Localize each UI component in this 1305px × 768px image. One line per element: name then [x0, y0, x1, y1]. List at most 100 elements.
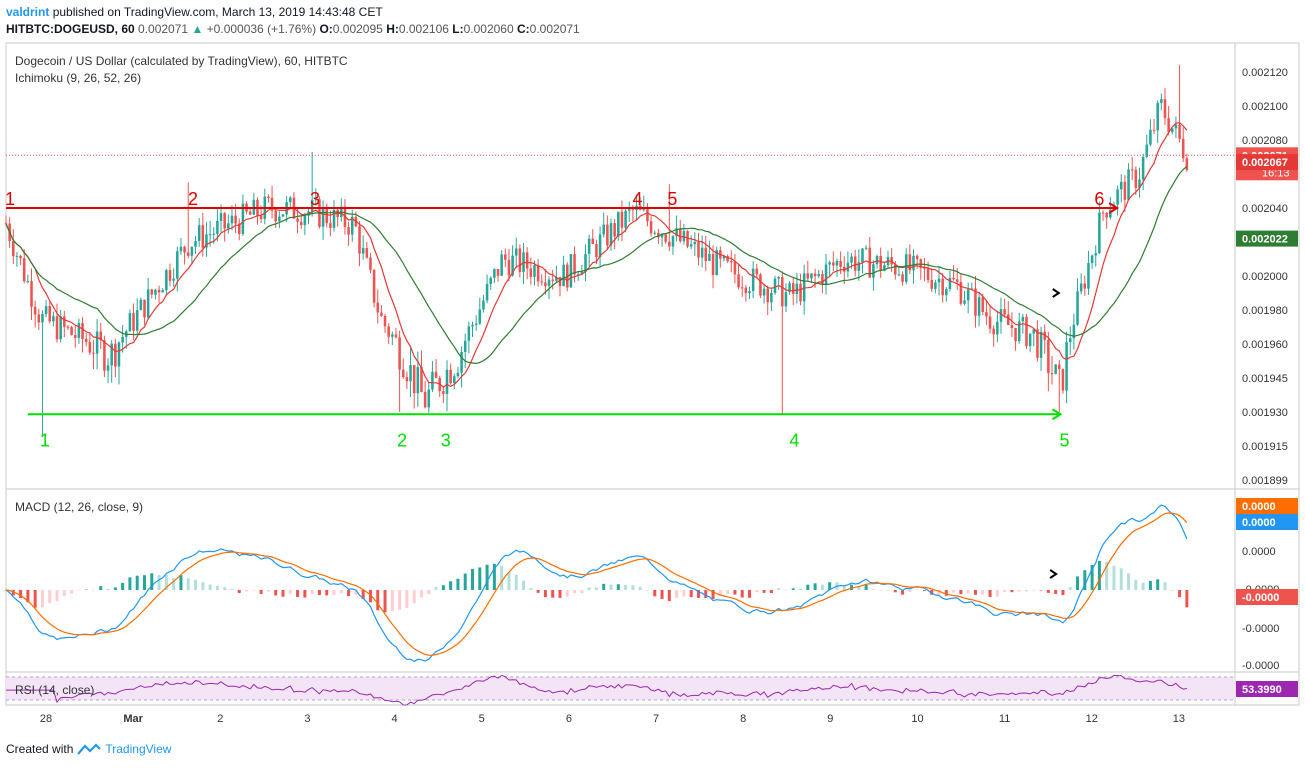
- candle-body: [1116, 189, 1119, 205]
- macd-histogram-bar: [915, 589, 919, 591]
- candle-body: [755, 268, 759, 275]
- candle-body: [511, 255, 514, 276]
- author-link[interactable]: valdrint: [6, 5, 50, 19]
- macd-histogram-bar: [208, 584, 212, 590]
- candle-body: [176, 251, 179, 279]
- support-arrow-icon: [1051, 408, 1063, 421]
- candle-body: [1050, 373, 1054, 375]
- time-tick-label: 10: [911, 713, 923, 725]
- candle-body: [453, 376, 456, 384]
- candle-body: [894, 264, 897, 275]
- base-line-badge: 0.002022: [1242, 234, 1288, 246]
- candle-body: [1079, 283, 1083, 292]
- candle-body: [839, 261, 842, 267]
- candle-body: [150, 289, 154, 295]
- macd-histogram-bar: [40, 590, 44, 608]
- macd-histogram-bar: [354, 590, 358, 595]
- candle-body: [653, 232, 657, 234]
- candle-body: [110, 343, 113, 366]
- macd-histogram-bar: [748, 590, 752, 598]
- low-label: L:: [452, 22, 464, 36]
- candle-body: [412, 365, 416, 394]
- candle-body: [624, 210, 627, 228]
- candle-body: [314, 199, 318, 201]
- macd-histogram-bar: [594, 587, 598, 590]
- macd-histogram-bar: [201, 582, 205, 590]
- macd-histogram-bar: [1156, 579, 1160, 590]
- price-tick-label: 0.001960: [1242, 339, 1288, 351]
- macd-histogram-bar: [463, 573, 467, 590]
- candle-body: [649, 221, 653, 234]
- candle-body: [1127, 169, 1130, 200]
- time-tick-label: 28: [40, 713, 52, 725]
- macd-histogram-bar: [813, 583, 817, 590]
- candle-body: [711, 253, 715, 275]
- candle-body: [908, 254, 912, 271]
- candle-body: [114, 343, 117, 367]
- macd-crossover-arrow-icon: [1049, 569, 1058, 579]
- candle-body: [1109, 209, 1112, 218]
- candle-body: [77, 323, 81, 338]
- macd-histogram-bar: [901, 590, 905, 595]
- macd-histogram-bar: [121, 582, 125, 590]
- macd-histogram-bar: [565, 590, 569, 597]
- rsi-badge-bg: [1236, 681, 1298, 697]
- candle-body: [70, 327, 73, 336]
- candle-body: [471, 324, 474, 327]
- candle-body: [1083, 283, 1087, 289]
- candle-body: [168, 270, 172, 281]
- macd-histogram-bar: [762, 590, 766, 593]
- candle-body: [974, 288, 977, 316]
- macd-histogram-bar: [711, 590, 715, 600]
- macd-histogram-bar: [930, 590, 934, 595]
- candle-body: [121, 336, 124, 343]
- price-tick-label: 0.002120: [1242, 67, 1288, 79]
- close-label: C:: [517, 22, 530, 36]
- macd-histogram-bar: [492, 563, 496, 590]
- candle-body: [1043, 331, 1046, 340]
- macd-histogram-bar: [704, 590, 708, 598]
- macd-histogram-bar: [266, 590, 270, 592]
- candle-body: [423, 391, 427, 408]
- macd-histogram-bar: [675, 590, 679, 598]
- candle-body: [748, 291, 751, 294]
- candle-body: [172, 278, 175, 281]
- macd-line: [5, 504, 1188, 663]
- candle-body: [533, 265, 536, 277]
- close-value: 0.002071: [529, 22, 580, 36]
- candle-body: [864, 247, 868, 249]
- candle-body: [963, 300, 966, 304]
- candle-body: [416, 367, 420, 394]
- candle-body: [81, 323, 84, 339]
- candle-body: [788, 283, 791, 293]
- candle-body: [591, 238, 595, 245]
- base-line-badge-bg: [1236, 230, 1298, 247]
- candle-body: [821, 273, 824, 285]
- macd-histogram-bar: [944, 590, 948, 596]
- macd-histogram-bar: [893, 590, 897, 593]
- candle-body: [1087, 263, 1090, 289]
- tradingview-brand-link[interactable]: TradingView: [105, 742, 172, 756]
- candle-body: [1028, 333, 1032, 347]
- time-tick-label: 13: [1173, 713, 1185, 725]
- candle-body: [380, 312, 383, 317]
- candle-body: [824, 264, 828, 285]
- candle-body: [99, 331, 103, 341]
- candle-body: [770, 292, 773, 303]
- candle-body: [216, 220, 219, 234]
- price-tick-label: 0.001915: [1242, 441, 1288, 453]
- candle-body: [992, 328, 995, 335]
- candle-body: [678, 228, 682, 242]
- macd-histogram-bar: [857, 586, 861, 590]
- macd-histogram-bar: [303, 590, 307, 598]
- macd-histogram-bar: [529, 588, 533, 590]
- candle-body: [442, 391, 445, 394]
- candle-body: [219, 213, 223, 221]
- time-tick-label: 5: [479, 713, 485, 725]
- macd-histogram-bar: [573, 590, 577, 594]
- candle-body: [762, 288, 766, 296]
- macd-histogram-bar: [1090, 564, 1094, 590]
- rsi-band: [6, 677, 1235, 700]
- candle-body: [576, 274, 580, 276]
